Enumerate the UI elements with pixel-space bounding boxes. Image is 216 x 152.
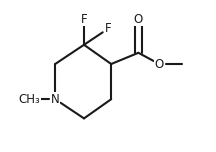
Text: O: O xyxy=(134,13,143,26)
Text: CH₃: CH₃ xyxy=(19,93,40,106)
Text: N: N xyxy=(51,93,60,106)
Text: O: O xyxy=(155,57,164,71)
Text: F: F xyxy=(105,22,111,35)
Text: F: F xyxy=(81,13,87,26)
